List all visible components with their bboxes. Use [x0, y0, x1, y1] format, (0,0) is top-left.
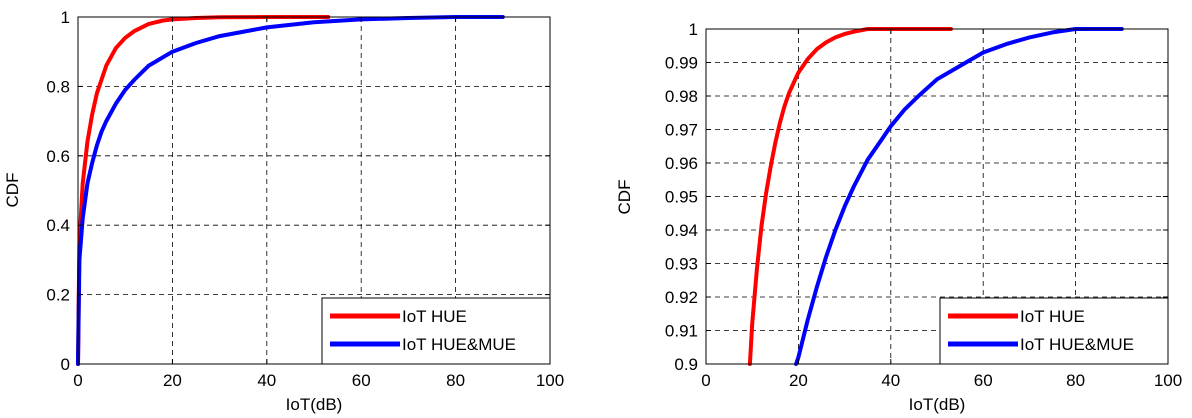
chart0-series-line-hue — [76, 15, 331, 366]
chart0-legend-label-hue: IoT HUE — [402, 307, 467, 326]
chart0-legend: IoT HUE IoT HUE&MUE — [321, 297, 551, 365]
chart0-y-tick-label: 0.2 — [46, 286, 70, 305]
chart1-y-tick-label: 0.95 — [665, 188, 698, 207]
chart1-y-tick-label: 0.97 — [665, 121, 698, 140]
chart0-x-tick-label: 0 — [73, 371, 82, 390]
chart1-x-tick-label: 20 — [789, 371, 808, 390]
chart0-y-axis-label: CDF — [3, 173, 22, 208]
chart1-series-line-hue-mue — [794, 27, 1124, 366]
chart0-x-tick-label: 100 — [536, 371, 564, 390]
chart1-y-tick-label: 0.9 — [674, 355, 698, 374]
chart1-x-tick-label: 60 — [974, 371, 993, 390]
chart1-legend: IoT HUE IoT HUE&MUE — [939, 297, 1169, 365]
chart1-y-tick-label: 0.94 — [665, 221, 698, 240]
chart0-y-tick-label: 0 — [61, 355, 70, 374]
chart1-y-tick-label: 0.99 — [665, 54, 698, 73]
chart1-y-axis-label: CDF — [615, 180, 634, 215]
chart-left: 0 20 40 60 80 100 0 0.2 0.4 0.6 0.8 1 IoT(dB) CDF IoT … — [3, 8, 564, 414]
chart0-x-tick-label: 20 — [163, 371, 182, 390]
chart0-x-tick-label: 60 — [352, 371, 371, 390]
chart0-series-line-hue-mue — [76, 15, 505, 366]
chart1-x-tick-label: 40 — [881, 371, 900, 390]
chart1-x-tick-label: 80 — [1066, 371, 1085, 390]
chart1-legend-label-hue-mue: IoT HUE&MUE — [1020, 335, 1134, 354]
chart0-x-tick-label: 80 — [446, 371, 465, 390]
chart1-y-tick-label: 0.93 — [665, 255, 698, 274]
chart1-y-tick-label: 0.91 — [665, 322, 698, 341]
chart1-legend-box — [939, 297, 1169, 365]
chart0-axes-box — [77, 16, 551, 365]
chart1-x-axis-label: IoT(dB) — [909, 395, 966, 414]
chart1-x-tick-label: 0 — [701, 371, 710, 390]
chart-right-zoomed: 0 20 40 60 80 100 0.9 0.91 0.92 0.93 0.94 0.95 0.96 0… — [615, 20, 1182, 414]
chart0-legend-label-hue-mue: IoT HUE&MUE — [402, 335, 516, 354]
chart0-y-tick-label: 0.6 — [46, 147, 70, 166]
chart1-y-tick-label: 1 — [689, 20, 698, 39]
chart1-legend-label-hue: IoT HUE — [1020, 307, 1085, 326]
chart1-y-tick-label: 0.98 — [665, 87, 698, 106]
chart0-y-tick-label: 0.8 — [46, 77, 70, 96]
chart1-x-tick-label: 100 — [1154, 371, 1182, 390]
chart0-legend-box — [321, 297, 551, 365]
chart1-series-line-hue — [747, 27, 953, 366]
chart0-x-tick-label: 40 — [257, 371, 276, 390]
chart0-y-tick-label: 1 — [61, 8, 70, 27]
chart0-y-tick-label: 0.4 — [46, 216, 70, 235]
chart0-x-axis-label: IoT(dB) — [286, 395, 343, 414]
chart1-y-tick-label: 0.96 — [665, 154, 698, 173]
chart1-y-tick-label: 0.92 — [665, 288, 698, 307]
